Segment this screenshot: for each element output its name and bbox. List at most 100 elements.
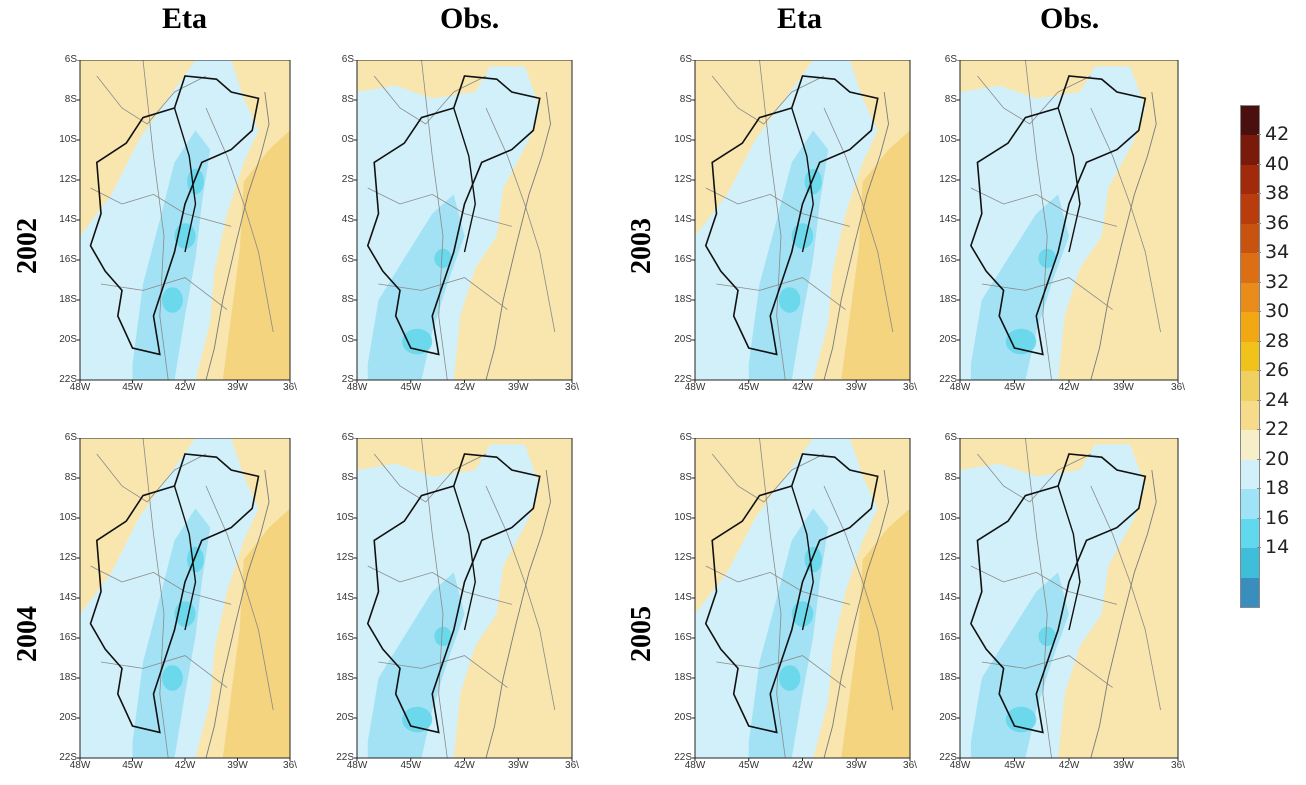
lat-tick-label: 14S [59, 214, 77, 225]
basin-outline [970, 75, 1147, 356]
lat-tick-label: 18S [59, 672, 77, 683]
lat-tick-label: 10S [59, 512, 77, 523]
lat-tick-label: 8S [341, 294, 354, 305]
year-label-2002: 2002 [12, 218, 43, 274]
lat-tick-label: 20S [674, 712, 692, 723]
lat-tick-label: 16S [939, 632, 957, 643]
lon-tick-label: 48W [684, 760, 706, 771]
lat-tick-label: 12S [674, 174, 692, 185]
lon-tick-label: 36\ [903, 760, 917, 771]
state-boundary [1025, 60, 1052, 381]
state-boundary [970, 565, 1118, 605]
lon-tick-label: 45W [400, 760, 422, 771]
colorbar-segment [1241, 223, 1259, 254]
state-boundary [759, 438, 786, 759]
lat-tick-label: 18S [939, 672, 957, 683]
lat-tick-label: 20S [59, 712, 77, 723]
year-label-2005: 2005 [626, 606, 657, 662]
lat-tick-label: 22S [674, 374, 692, 385]
colorbar-segment [1241, 400, 1259, 431]
lat-tick-label: 12S [59, 552, 77, 563]
lat-tick-label: 14S [939, 592, 957, 603]
column-title-obs-right: Obs. [1040, 2, 1100, 35]
lat-tick-label: 12S [939, 552, 957, 563]
map-panel-obs-2004: 6S 8S 10S 12S 14S 16S 18S 20S 22S 48W 45W 42W 39W 36\ [325, 433, 580, 778]
cool-region-mid [367, 572, 465, 758]
lon-tick-label: 39W [845, 382, 867, 393]
lat-tick-label: 10S [674, 512, 692, 523]
lat-tick-label: 8S [64, 472, 77, 483]
state-boundary [1090, 485, 1161, 711]
lat-tick-label: 22S [939, 752, 957, 763]
lon-tick-label: 36\ [565, 382, 579, 393]
lat-tick-label: 14S [674, 214, 692, 225]
lat-tick-label: 2S [341, 174, 354, 185]
lat-tick-label: 18S [674, 294, 692, 305]
colorbar-tick [1257, 370, 1261, 372]
colorbar-segment [1241, 253, 1259, 284]
lat-tick-label: 16S [674, 632, 692, 643]
lat-tick-label: 8S [944, 94, 957, 105]
colorbar-segment [1241, 518, 1259, 549]
coastline [485, 91, 551, 381]
column-title-eta-left: Eta [162, 2, 207, 35]
lon-tick-label: 42W [792, 382, 813, 393]
lat-tick-label: 22S [939, 374, 957, 385]
lon-tick-label: 42W [454, 760, 475, 771]
lat-tick-label: 8S [679, 94, 692, 105]
map-svg [957, 60, 1179, 383]
map-plot-area [77, 438, 291, 761]
lat-tick-label: 6S [341, 54, 354, 65]
map-svg [692, 60, 911, 383]
coastline [485, 469, 551, 759]
state-boundary [142, 60, 169, 381]
lon-tick-label: 36\ [565, 760, 579, 771]
year-label-2004: 2004 [12, 606, 43, 662]
cool-spot [1005, 328, 1037, 355]
lon-tick-label: 48W [69, 382, 91, 393]
basin-divide [173, 107, 197, 253]
colorbar-segment [1241, 194, 1259, 225]
lon-tick-label: 42W [454, 382, 475, 393]
colorbar-label: 24 [1265, 388, 1290, 411]
lat-tick-label: 2S [341, 374, 354, 385]
lat-tick-label: 16S [939, 254, 957, 265]
lat-tick-label: 10S [939, 134, 957, 145]
basin-outline [704, 75, 879, 356]
map-svg [77, 438, 291, 761]
colorbar-tick [1257, 517, 1261, 519]
cool-region-mid [970, 194, 1069, 380]
map-panel-obs-2002: 6S 8S 0S 2S 4S 6S 8S 0S 2S 48W 45W 42W 39W 36\ [325, 55, 580, 400]
colorbar-segment [1241, 135, 1259, 166]
map-svg [354, 60, 573, 383]
lon-tick-label: 45W [738, 760, 760, 771]
colorbar-label: 14 [1265, 536, 1290, 559]
cool-spot [778, 665, 801, 691]
state-boundary [96, 75, 207, 125]
lat-tick-label: 14S [336, 592, 354, 603]
state-boundary [1025, 438, 1052, 759]
map-svg [77, 60, 291, 383]
colorbar-segment [1241, 312, 1259, 343]
lon-tick-label: 36\ [283, 382, 297, 393]
state-boundary [977, 453, 1091, 503]
lon-tick-label: 48W [949, 760, 971, 771]
cool-spot [434, 248, 452, 268]
state-boundary [823, 485, 894, 711]
colorbar-segment [1241, 577, 1259, 608]
state-boundary [759, 60, 786, 381]
lon-tick-label: 42W [174, 382, 196, 393]
lat-tick-label: 22S [59, 374, 77, 385]
cool-spot [1038, 248, 1056, 268]
map-svg [957, 438, 1179, 761]
colorbar-tick [1257, 458, 1261, 460]
colorbar-label: 26 [1265, 359, 1290, 382]
basin-divide [791, 107, 814, 253]
lat-tick-label: 22S [59, 752, 77, 763]
lon-tick-label: 36\ [1171, 382, 1185, 393]
lon-tick-label: 45W [738, 382, 760, 393]
lat-tick-label: 20S [336, 712, 354, 723]
lat-tick-label: 8S [341, 94, 354, 105]
lat-tick-label: 20S [59, 334, 77, 345]
lat-tick-label: 18S [59, 294, 77, 305]
